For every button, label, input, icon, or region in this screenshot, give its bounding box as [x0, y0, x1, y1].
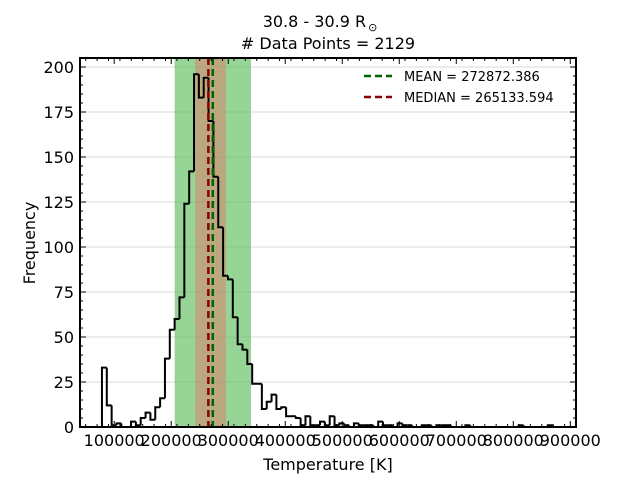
- axes-frame: [79, 57, 577, 428]
- x-axis-label: Temperature [K]: [262, 455, 392, 474]
- y-tick-label: 150: [43, 148, 74, 167]
- histogram-bin: [319, 420, 325, 426]
- histogram-bin: [100, 366, 107, 427]
- histogram-bin: [163, 357, 170, 399]
- histogram-bin: [149, 412, 156, 421]
- histogram-bin: [294, 416, 301, 419]
- histogram-bin: [260, 383, 267, 410]
- x-tick-label: 300000: [198, 431, 259, 450]
- x-tick-label: 800000: [483, 431, 544, 450]
- histogram-bin: [226, 275, 233, 281]
- histogram-steps: [100, 73, 554, 428]
- y-tick-label: 25: [54, 373, 74, 392]
- histogram-bin: [401, 423, 408, 427]
- x-tick-label: 600000: [369, 431, 430, 450]
- histogram-bin: [217, 176, 224, 229]
- histogram-bin: [193, 73, 199, 172]
- histogram-bin: [197, 74, 204, 99]
- y-tick-label: 0: [64, 418, 74, 437]
- histogram-bin: [377, 420, 384, 427]
- histogram-bin: [357, 423, 364, 427]
- histogram-bin: [222, 227, 228, 277]
- histogram-bin: [246, 349, 253, 365]
- histogram-bin: [144, 411, 151, 418]
- histogram-bin: [396, 422, 403, 427]
- x-tick-label: 400000: [255, 431, 316, 450]
- legend-label-1: MEDIAN = 265133.594: [404, 91, 554, 106]
- histogram-bin: [285, 407, 291, 418]
- sun-symbol: ⊙: [368, 21, 377, 34]
- histogram-bin: [236, 317, 243, 346]
- band-1: [195, 58, 226, 427]
- histogram-bin: [188, 170, 195, 204]
- histogram-bin: [280, 406, 287, 409]
- histogram-bin: [134, 421, 141, 427]
- histogram-bin: [110, 405, 117, 427]
- histogram-bin: [154, 406, 161, 420]
- histogram-bin: [178, 296, 185, 319]
- histogram-bin: [309, 416, 316, 427]
- histogram-bin: [168, 328, 175, 359]
- histogram-bin: [352, 422, 359, 427]
- y-tick-label: 200: [43, 58, 74, 77]
- y-axis-label: Frequency: [20, 202, 39, 285]
- chart-title-line1: 30.8 - 30.9 R ⊙: [263, 12, 378, 34]
- histogram-bin: [159, 397, 165, 408]
- histogram-bin: [304, 415, 311, 426]
- x-tick-label: 700000: [426, 431, 487, 450]
- histogram-bin: [202, 76, 209, 98]
- y-tick-label: 100: [43, 238, 74, 257]
- legend-label-0: MEAN = 272872.386: [404, 70, 540, 85]
- histogram-bin: [115, 422, 122, 426]
- y-tick-label: 125: [43, 193, 74, 212]
- histogram-bin: [139, 417, 146, 426]
- histogram-bin: [241, 344, 248, 351]
- y-tick-label: 75: [54, 283, 74, 302]
- histogram-bin: [299, 418, 306, 427]
- x-tick-label: 500000: [312, 431, 373, 450]
- x-tick-label: 200000: [141, 431, 202, 450]
- histogram-bin: [231, 279, 238, 319]
- x-tick-label: 900000: [540, 431, 601, 450]
- histogram-bin: [333, 416, 340, 427]
- plot-area: 1000002000003000004000005000006000007000…: [43, 57, 601, 450]
- x-tick-label: 100000: [84, 431, 145, 450]
- y-tick-label: 175: [43, 103, 74, 122]
- chart-title-line2: # Data Points = 2129: [241, 34, 415, 53]
- histogram-bin: [382, 421, 388, 427]
- histogram-bin: [275, 394, 282, 410]
- histogram-bin: [251, 364, 258, 385]
- histogram-bin: [105, 367, 112, 407]
- histogram-bin: [270, 393, 277, 402]
- legend: MEAN = 272872.386 MEDIAN = 265133.594: [364, 70, 554, 106]
- histogram-bin: [328, 415, 335, 426]
- y-tick-label: 50: [54, 328, 74, 347]
- histogram-bin: [265, 400, 272, 409]
- histogram-bin: [183, 202, 190, 298]
- histogram-bin: [173, 318, 180, 330]
